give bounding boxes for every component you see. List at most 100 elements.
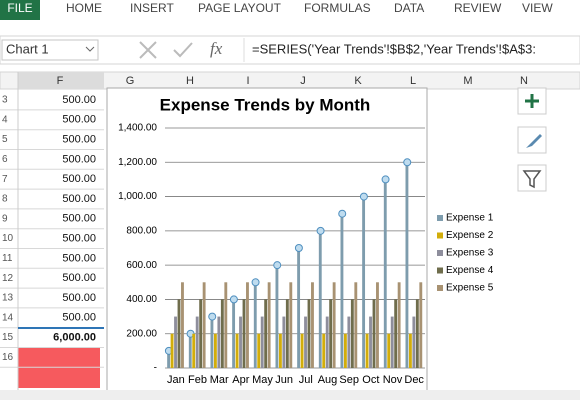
x-tick-label: Feb [188, 374, 207, 386]
row-number: 6 [2, 154, 8, 165]
x-tick-label: Nov [383, 374, 403, 386]
dropdown-arrow [85, 46, 95, 52]
bar [387, 333, 391, 368]
x-tick-label: Dec [404, 374, 424, 386]
ribbon-tab[interactable]: INSERT [130, 1, 174, 15]
row-number: 3 [2, 95, 8, 106]
bar [170, 333, 174, 368]
column-header: F [57, 75, 64, 87]
bar [220, 299, 224, 368]
column-header: H [186, 75, 194, 87]
bar [372, 299, 376, 368]
bar-marker [294, 244, 303, 252]
cell[interactable]: 500.00 [62, 173, 96, 185]
brush-icon [526, 134, 542, 148]
bar [322, 333, 326, 368]
bar [340, 213, 344, 368]
y-tick-label: 400.00 [126, 294, 157, 305]
bar [311, 282, 314, 368]
bar [354, 282, 358, 368]
ribbon-tab[interactable]: VIEW [522, 1, 553, 15]
row-number: 13 [2, 293, 14, 304]
bar [275, 265, 279, 368]
cell[interactable]: 500.00 [62, 272, 96, 284]
bar [167, 350, 171, 368]
cell[interactable]: 500.00 [62, 233, 96, 245]
chart-title: Expense Trends by Month [160, 95, 371, 114]
y-tick-label: 1,000.00 [118, 191, 157, 202]
bar [376, 282, 379, 368]
name-box[interactable] [1, 39, 99, 61]
column-header: K [354, 75, 362, 87]
cell[interactable]: 500.00 [62, 153, 96, 165]
x-tick-label: Aug [318, 374, 338, 386]
bar [202, 282, 206, 368]
ribbon-tab[interactable]: FORMULAS [304, 1, 371, 15]
red-cell [18, 348, 100, 388]
cell[interactable]: 500.00 [62, 134, 96, 146]
bar [188, 333, 192, 368]
bar [325, 316, 329, 368]
bar-marker [208, 312, 217, 321]
legend-label: Expense 3 [446, 248, 494, 259]
bar-marker [359, 192, 368, 201]
cell[interactable]: 500.00 [62, 114, 96, 126]
bar [257, 333, 261, 368]
cell[interactable]: 500.00 [62, 94, 96, 106]
legend-swatch [437, 267, 443, 274]
cell[interactable]: 500.00 [62, 213, 96, 225]
bar [289, 282, 293, 368]
ribbon-tab[interactable]: HOME [66, 1, 102, 15]
bar [347, 316, 351, 368]
row-number: 10 [2, 233, 14, 244]
bar [278, 333, 282, 368]
bar [415, 299, 419, 368]
bar [177, 299, 181, 368]
column-header: L [410, 75, 416, 87]
bar [419, 282, 423, 368]
cancel-icon[interactable] [139, 41, 157, 59]
y-tick-label: 800.00 [126, 225, 157, 236]
bar [412, 316, 416, 368]
column-header: M [463, 75, 472, 87]
y-tick-label: 600.00 [126, 260, 157, 271]
legend-label: Expense 5 [446, 283, 494, 294]
bar [239, 316, 242, 368]
bar [246, 282, 249, 368]
row-number: 7 [2, 174, 8, 185]
legend-swatch [437, 232, 443, 239]
chart-filters-button[interactable] [517, 164, 547, 192]
enter-icon[interactable] [173, 42, 193, 58]
legend-swatch [437, 215, 443, 221]
fx-icon[interactable]: fx [210, 39, 223, 58]
legend-label: Expense 1 [446, 213, 494, 224]
ribbon-tab[interactable]: DATA [394, 1, 424, 15]
ribbon-tab[interactable]: PAGE LAYOUT [198, 1, 282, 15]
bar [369, 316, 372, 368]
legend-swatch [437, 250, 443, 256]
bar [350, 299, 354, 368]
bar [362, 196, 366, 368]
bar [408, 333, 412, 368]
cell[interactable]: 500.00 [62, 252, 96, 264]
sheet-tab-bar [0, 390, 580, 400]
cell[interactable]: 500.00 [62, 292, 96, 304]
cell[interactable]: 500.00 [62, 193, 96, 205]
bar [318, 230, 322, 368]
bar [213, 333, 217, 368]
x-tick-label: Mar [210, 374, 229, 386]
bar [343, 333, 347, 368]
bar [285, 299, 289, 368]
x-tick-label: May [252, 374, 273, 386]
ribbon-tab[interactable]: FILE [7, 1, 32, 15]
chart-styles-button[interactable] [517, 126, 547, 154]
ribbon-tab[interactable]: REVIEW [454, 1, 502, 15]
bar [195, 316, 199, 368]
cell[interactable]: 6,000.00 [53, 332, 96, 344]
x-tick-label: Apr [232, 374, 249, 386]
row-number: 5 [2, 134, 8, 145]
cell[interactable]: 500.00 [62, 312, 96, 324]
x-tick-label: Jul [299, 374, 313, 386]
file-tab[interactable] [0, 0, 40, 20]
bar [329, 299, 333, 368]
